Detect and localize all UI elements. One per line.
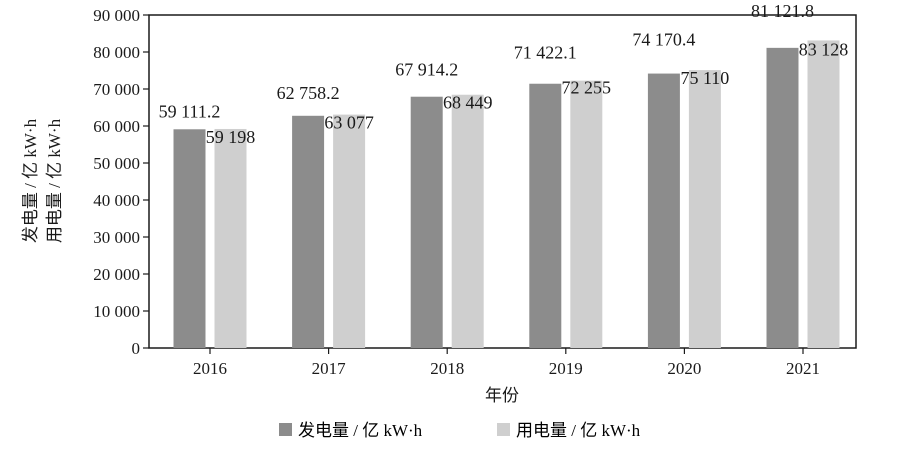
- y-tick-label: 80 000: [93, 43, 140, 62]
- y-axis-title-line-2: 用电量 / 亿 kW·h: [45, 118, 64, 243]
- bar-generation: [292, 115, 325, 348]
- bar-consumption: [333, 114, 366, 348]
- data-label-consumption: 75 110: [680, 68, 729, 88]
- data-labels: 59 111.2 59 198 62 758.2 63 077 67 914.2 68 4…: [159, 1, 849, 147]
- x-tick-label: 2016: [193, 359, 227, 378]
- data-label-consumption: 63 077: [324, 113, 374, 133]
- bar-consumption: [570, 80, 603, 349]
- y-tick-label: 40 000: [93, 191, 140, 210]
- data-label-generation: 81 121.8: [751, 1, 814, 21]
- y-tick-label: 30 000: [93, 228, 140, 247]
- bar-generation: [410, 96, 443, 348]
- y-axis-title-line-1: 发电量 / 亿 kW·h: [21, 118, 40, 243]
- y-tick-labels: 0 10 000 20 000 30 000 40 000 50 000 60 000 70 …: [93, 6, 149, 358]
- legend-label-generation: 发电量 / 亿 kW·h: [298, 421, 423, 440]
- y-tick-label: 60 000: [93, 117, 140, 136]
- data-label-generation: 67 914.2: [395, 60, 458, 80]
- bar-generation: [173, 129, 206, 348]
- bar-consumption: [688, 70, 721, 348]
- x-axis-title: 年份: [485, 386, 519, 405]
- bar-consumption: [214, 128, 247, 348]
- data-label-generation: 74 170.4: [632, 30, 695, 50]
- x-tick-labels: 2016 2017 2018 2019 2020 2021: [193, 348, 820, 378]
- data-label-consumption: 83 128: [799, 39, 849, 59]
- x-tick-label: 2020: [667, 359, 701, 378]
- x-tick-label: 2017: [312, 359, 347, 378]
- legend-swatch-generation: [279, 423, 292, 436]
- bar-generation: [766, 47, 799, 349]
- y-tick-label: 70 000: [93, 80, 140, 99]
- bar-consumption: [807, 40, 840, 349]
- y-tick-label: 10 000: [93, 302, 140, 321]
- bars-group: [173, 40, 840, 349]
- y-tick-label: 0: [132, 339, 141, 358]
- x-tick-label: 2019: [549, 359, 583, 378]
- y-tick-label: 50 000: [93, 154, 140, 173]
- data-label-consumption: 72 255: [562, 78, 612, 98]
- bar-generation: [647, 73, 680, 348]
- plot-frame: [148, 14, 857, 349]
- y-axis-title: 发电量 / 亿 kW·h 用电量 / 亿 kW·h: [21, 118, 64, 243]
- data-label-generation: 71 422.1: [514, 43, 577, 63]
- y-tick-label: 90 000: [93, 6, 140, 25]
- data-label-generation: 59 111.2: [159, 101, 221, 121]
- y-tick-label: 20 000: [93, 265, 140, 284]
- bar-generation: [529, 83, 562, 349]
- legend-label-consumption: 用电量 / 亿 kW·h: [516, 421, 641, 440]
- bar-consumption: [451, 94, 484, 348]
- legend: 发电量 / 亿 kW·h 用电量 / 亿 kW·h: [279, 421, 641, 440]
- data-label-generation: 62 758.2: [277, 83, 340, 103]
- data-label-consumption: 59 198: [206, 127, 256, 147]
- x-tick-label: 2021: [786, 359, 820, 378]
- legend-swatch-consumption: [497, 423, 510, 436]
- data-label-consumption: 68 449: [443, 93, 493, 113]
- x-tick-label: 2018: [430, 359, 464, 378]
